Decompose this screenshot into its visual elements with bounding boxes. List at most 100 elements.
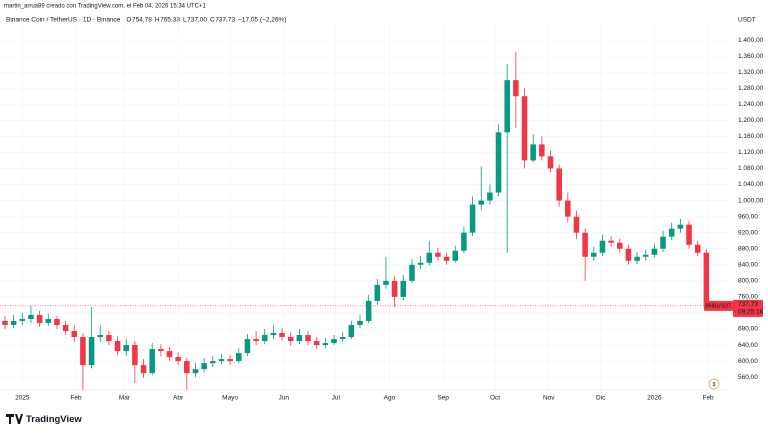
y-tick-label: 880,00 [738,245,758,252]
candle-body [140,365,147,374]
ohlc-value: 737,73 [215,17,235,24]
candle-body [591,252,597,257]
candle-body [62,324,69,332]
candle-body [547,156,554,169]
y-tick-label: 1.000,00 [738,197,764,204]
candle-body [435,252,441,257]
ohlc-key: O [126,17,131,24]
candle-body [625,248,632,261]
candle-body [322,343,329,346]
y-tick-label: 840,00 [738,262,758,269]
candle-body [244,339,251,354]
candle-body [478,200,484,205]
candle-body [616,242,623,249]
candle-body [409,264,415,281]
y-tick-label: 1.400,00 [738,37,764,44]
candle-body [660,236,666,249]
candle-body [175,357,181,362]
symbol-tag: BNBUSDT [705,303,732,309]
candle-body [305,335,311,342]
x-tick-label: Abr [173,395,184,402]
candle-body [218,359,225,362]
y-tick-label: 920,00 [738,229,758,236]
y-tick-label: 1.200,00 [738,117,764,124]
candle-body [530,144,536,161]
x-tick-label: Feb [70,395,82,402]
candle-body [227,359,233,362]
candle-body [383,280,389,285]
candle-body [599,240,606,253]
candle-body [452,250,459,261]
symbol-header: Binance Coin / TetherUS · 1D · Binance O… [6,17,287,24]
candle-body [166,351,173,358]
x-tick-label: Mayo [222,395,238,402]
ohlc-value: 737,00 [187,17,207,24]
candle-body [10,320,17,325]
symbol: Binance Coin / TetherUS · 1D · Binance [6,17,121,24]
x-tick-label: Feb [702,395,714,402]
y-tick-label: 960,00 [738,213,758,220]
candle-body [694,244,701,253]
y-tick-label: 560,00 [738,374,758,381]
candle-body [261,335,268,342]
candle-body [469,204,476,233]
x-tick-label: 2025 [15,395,30,402]
candle-body [192,369,199,374]
candle-body [642,254,649,257]
candle-body [400,280,407,297]
candle-body [573,216,580,233]
y-tick-label: 1.160,00 [738,133,764,140]
candle-body [703,252,710,306]
candle-body [677,224,684,229]
candle-body [36,314,43,323]
candle-body [201,363,207,370]
candle-body [253,339,259,342]
candle-body [374,284,381,301]
candle-body [443,256,450,261]
x-tick-label: Jul [332,395,341,402]
candle-body [521,96,528,161]
candle-body [417,262,424,265]
logo: TradingView [6,414,82,425]
ohlc-key: C [210,17,215,24]
ohlc-value: 765,33 [160,17,180,24]
x-tick-label: Ago [384,395,396,402]
x-tick-label: Mar [119,395,131,402]
candle-body [634,256,640,261]
candle-body [357,320,363,325]
candle-body [513,80,519,97]
candle-body [132,345,138,366]
y-tick-label: 640,00 [738,342,758,349]
candle-body [539,144,545,157]
x-tick-label: Oct [490,395,500,402]
y-tick-label: 680,00 [738,326,758,333]
candle-body [80,337,86,366]
event-icon: $ [713,382,716,388]
candle-body [287,337,294,342]
candle-body [123,345,129,352]
candle-body [504,80,510,133]
candle-body [582,232,588,257]
candle-body [651,248,658,255]
candle-body [668,228,675,237]
candle-body [236,353,242,362]
candle-body [19,318,26,321]
candle-body [184,361,190,374]
candle-body [210,361,216,364]
credit: martin_arrua89 creado con TradingView.co… [4,4,207,10]
y-tick-label: 1.320,00 [738,69,764,76]
event-marker[interactable] [708,378,720,390]
candle-body [426,252,433,263]
candle-body [28,314,34,319]
candle-body [556,168,562,201]
ohlc-key: H [155,17,160,24]
candle-body [487,192,493,201]
y-tick-label: 600,00 [738,358,758,365]
ohlc-value: 754,78 [132,17,152,24]
candle-body [608,240,614,243]
candle-body [54,318,60,325]
candle-body [2,320,8,325]
candle-body [339,337,346,340]
x-tick-label: Nov [543,395,555,402]
